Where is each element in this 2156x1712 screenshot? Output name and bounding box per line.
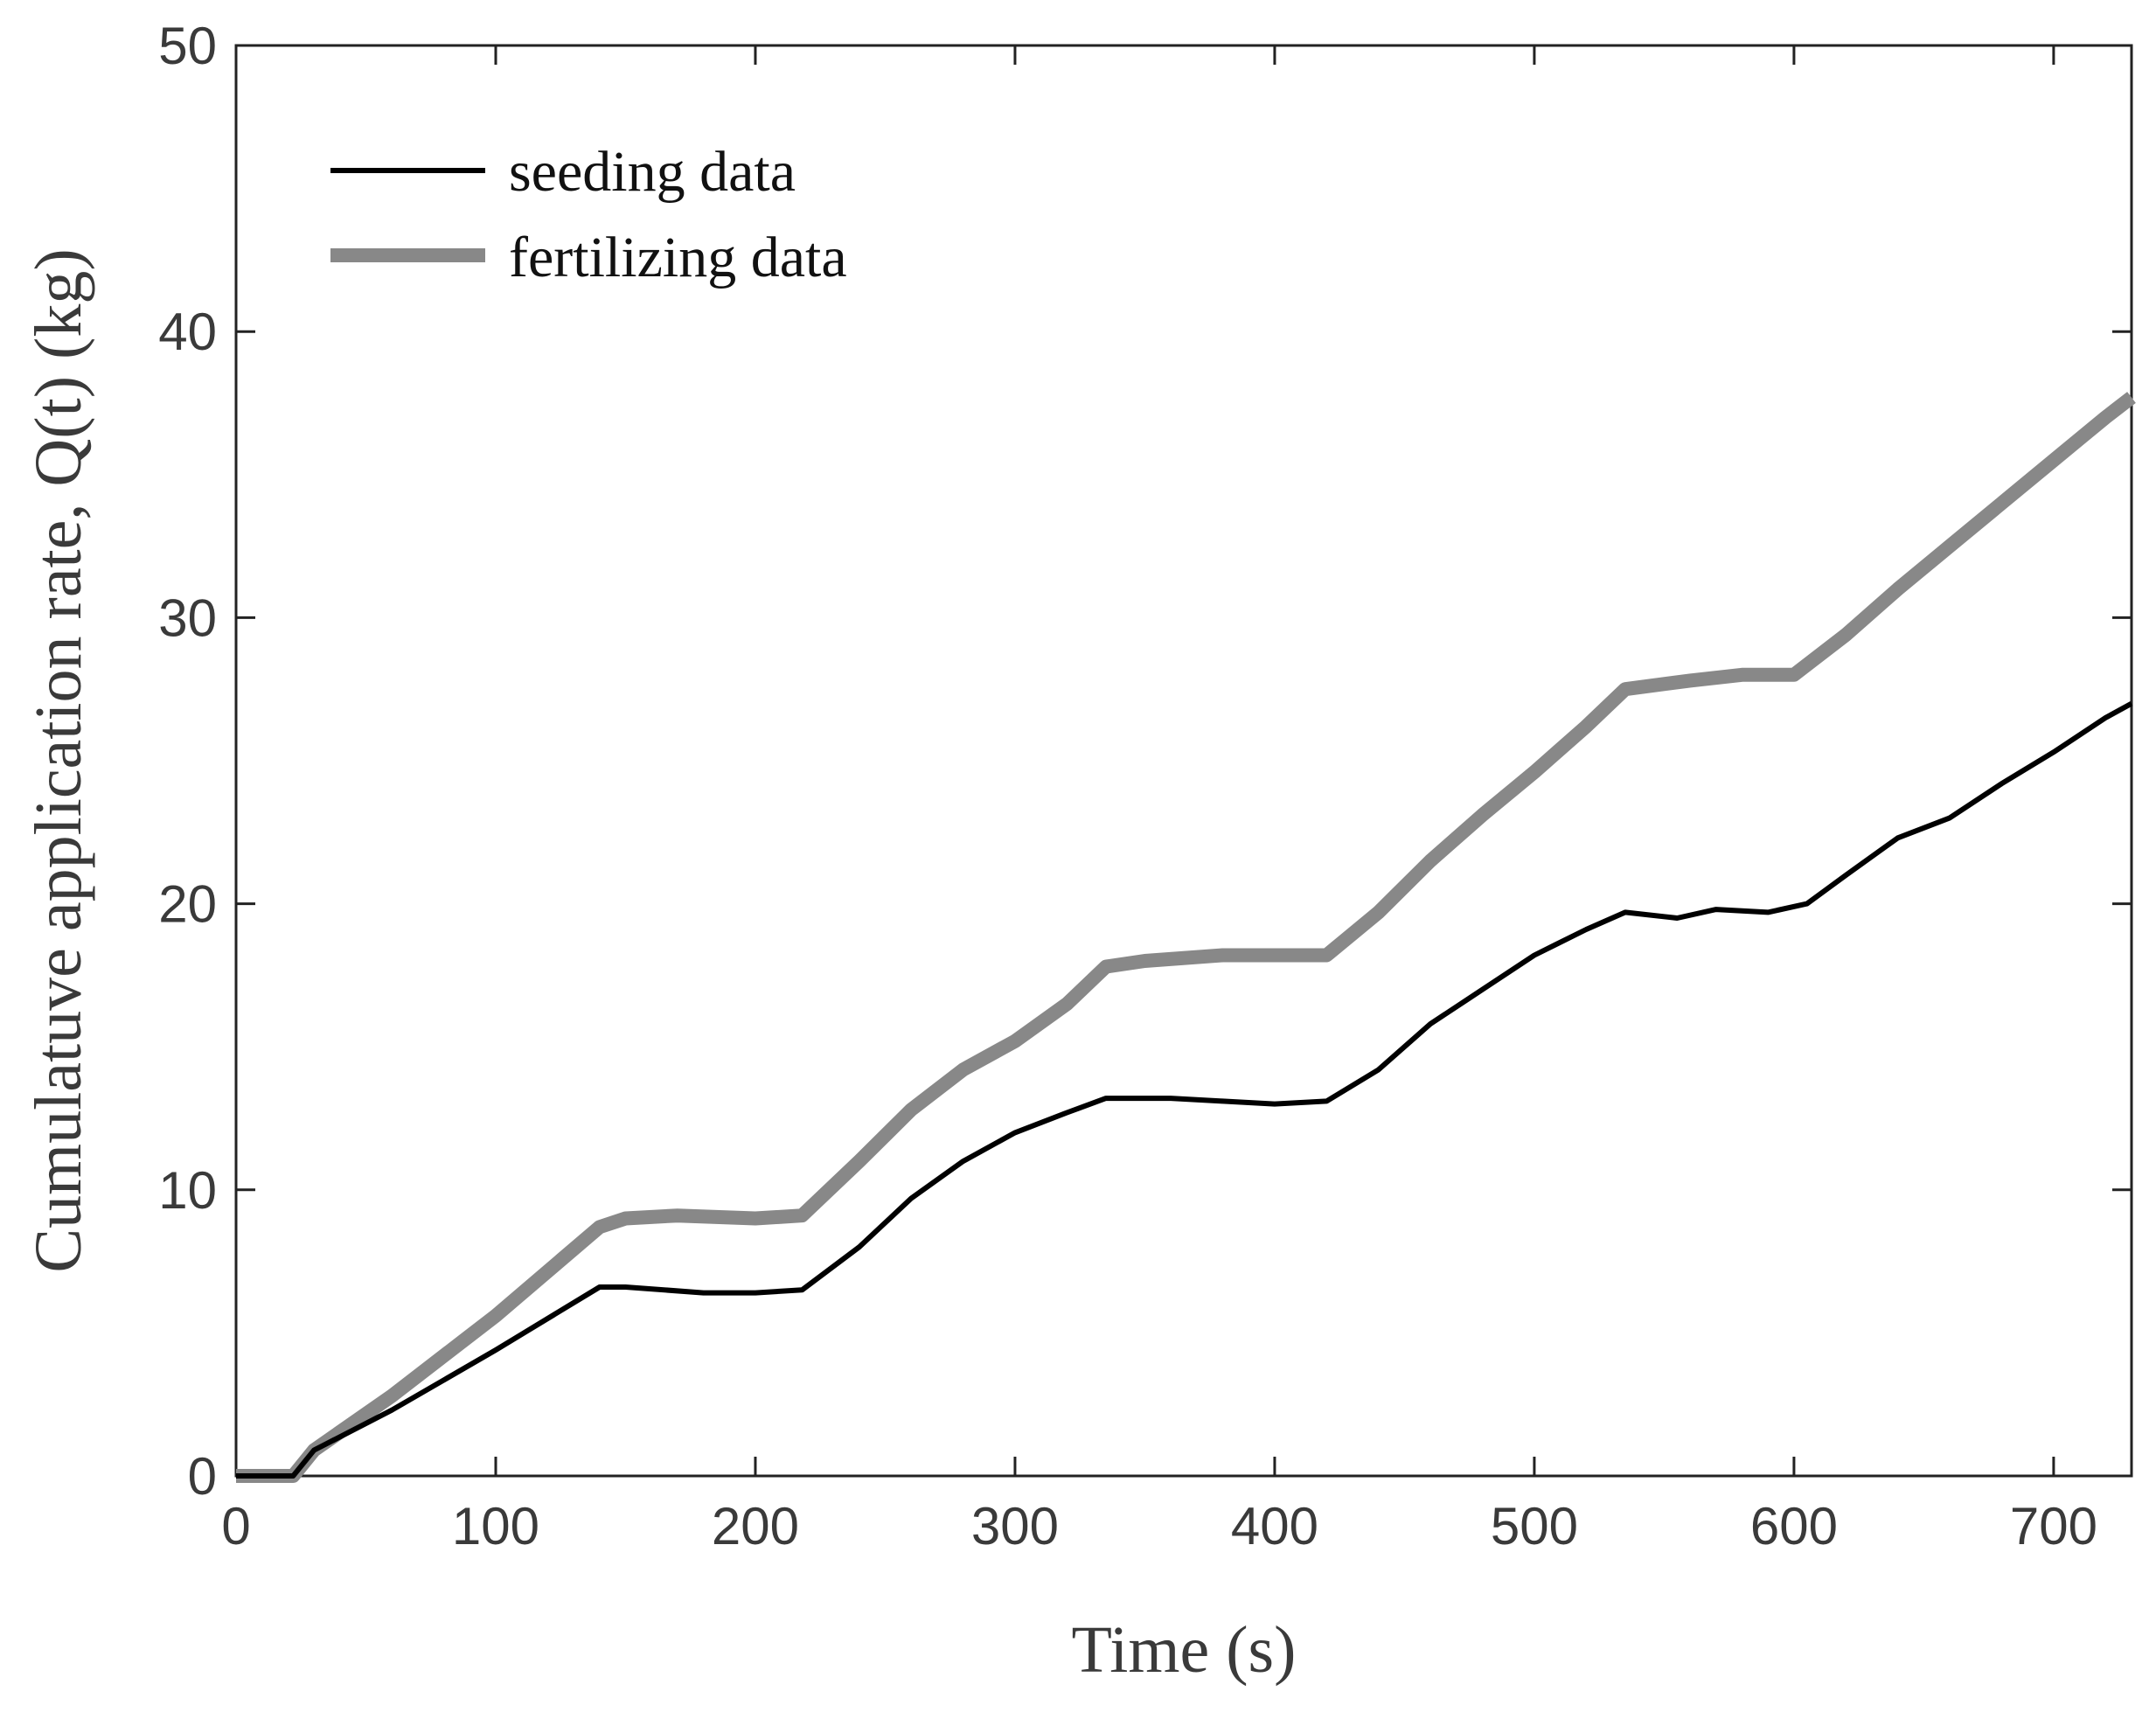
y-tick-label: 50 (158, 17, 217, 75)
legend-label-seeding: seeding data (509, 140, 796, 204)
legend: seeding data fertilizing data (330, 140, 847, 289)
plot-area (234, 44, 2133, 1478)
x-tick-label: 0 (221, 1497, 250, 1555)
series-line-fertilizing (236, 392, 2136, 1483)
y-tick-label: 40 (158, 303, 217, 361)
x-tick-label: 700 (2010, 1497, 2097, 1555)
y-tick-labels: 0 10 20 30 40 50 (158, 17, 217, 1506)
x-tick-label: 500 (1491, 1497, 1578, 1555)
legend-label-fertilizing: fertilizing data (509, 226, 847, 289)
y-tick-label: 10 (158, 1161, 217, 1220)
series-line-seeding (236, 700, 2133, 1479)
x-tick-label: 600 (1750, 1497, 1838, 1555)
x-tick-label: 300 (971, 1497, 1059, 1555)
x-tick-label: 100 (452, 1497, 539, 1555)
x-tick-label: 200 (712, 1497, 799, 1555)
y-tick-label: 20 (158, 875, 217, 934)
x-tick-labels: 0 100 200 300 400 500 600 700 (221, 1497, 2097, 1555)
y-tick-label: 30 (158, 588, 217, 647)
y-axis-label: Cumulatuve application rate, Q(t) (kg) (22, 248, 95, 1272)
x-axis-label: Time (s) (1072, 1613, 1297, 1687)
series-lines (236, 392, 2136, 1483)
x-tick-label: 400 (1231, 1497, 1318, 1555)
y-tick-label: 0 (188, 1447, 217, 1506)
